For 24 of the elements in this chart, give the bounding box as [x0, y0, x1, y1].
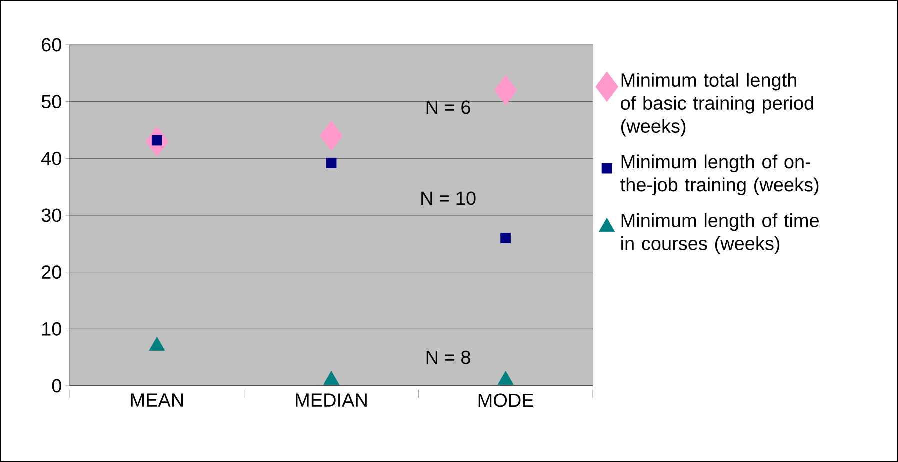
- y-tick-label: 60: [42, 38, 62, 52]
- point: [494, 75, 518, 106]
- annotation: N = 8: [426, 350, 470, 364]
- point: [498, 371, 514, 386]
- point: [324, 371, 340, 386]
- x-tick-label: MODE: [478, 394, 534, 408]
- x-tick-label: MEDIAN: [296, 394, 367, 407]
- y-tick-label: 20: [42, 266, 62, 280]
- y-tick-label: 40: [42, 152, 62, 166]
- point: [326, 158, 337, 168]
- y-tick-label: 0: [52, 379, 62, 393]
- legend-label: Minimum length of on-the-job training (weeks): [620, 154, 819, 196]
- y-tick-label: 10: [42, 322, 62, 336]
- x-tick-label: MEAN: [131, 394, 184, 407]
- annotation: N = 10: [422, 192, 476, 206]
- point: [500, 233, 512, 244]
- legend-label: Minimum total length of basic training period (weeks): [621, 73, 814, 137]
- point: [149, 337, 166, 351]
- y-tick-label: 30: [42, 208, 62, 222]
- annotation: N = 6: [426, 100, 470, 114]
- point: [320, 120, 343, 152]
- legend-label: Minimum length of time in courses (weeks): [622, 213, 819, 254]
- point: [152, 135, 162, 146]
- y-tick-label: 50: [42, 95, 62, 109]
